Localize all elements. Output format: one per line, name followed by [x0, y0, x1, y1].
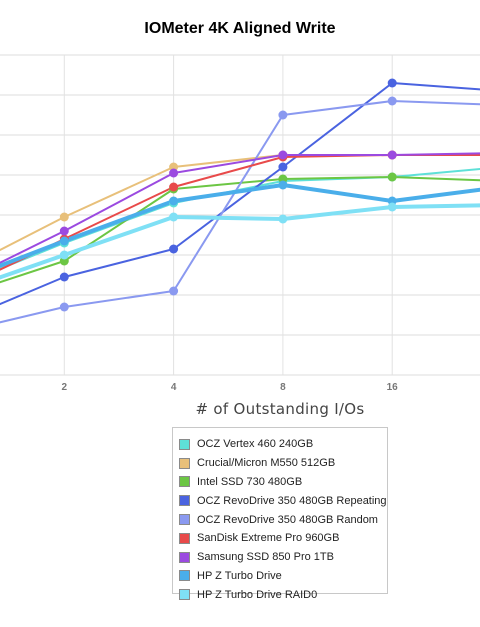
data-point: [278, 162, 288, 172]
legend-swatch: [179, 514, 190, 526]
legend-label: SanDisk Extreme Pro 960GB: [197, 532, 340, 545]
data-point: [278, 110, 288, 120]
legend-item: OCZ Vertex 460 240GB: [173, 435, 387, 454]
data-point: [169, 182, 179, 192]
series-line-4: [0, 82, 480, 306]
x-tick-label: 4: [171, 382, 177, 393]
legend-item: Crucial/Micron M550 512GB: [173, 454, 387, 473]
legend-swatch: [179, 589, 190, 601]
data-point: [387, 150, 397, 160]
series-line-3: [0, 176, 480, 284]
legend-swatch: [179, 495, 190, 507]
data-point: [169, 196, 179, 206]
data-point: [278, 150, 288, 160]
series-line-5: [0, 100, 480, 324]
series-points: [59, 78, 397, 312]
series-line-9: [0, 203, 480, 280]
legend-item: OCZ RevoDrive 350 480GB Repeating: [173, 491, 387, 510]
data-point: [278, 180, 288, 190]
data-point: [169, 286, 179, 296]
data-point: [169, 212, 179, 222]
legend-swatch: [179, 476, 190, 488]
legend-swatch: [179, 438, 190, 450]
legend-swatch: [179, 570, 190, 582]
legend-label: Samsung SSD 850 Pro 1TB: [197, 551, 334, 564]
data-point: [59, 212, 69, 222]
data-point: [59, 250, 69, 260]
data-point: [387, 96, 397, 106]
chart-title: IOMeter 4K Aligned Write: [144, 20, 336, 37]
x-tick-label: 8: [280, 382, 286, 393]
data-point: [387, 202, 397, 212]
data-point: [387, 172, 397, 182]
data-point: [278, 214, 288, 224]
data-point: [59, 272, 69, 282]
legend-swatch: [179, 532, 190, 544]
legend-item: Samsung SSD 850 Pro 1TB: [173, 548, 387, 567]
x-axis-label: # of Outstanding I/Os: [195, 400, 365, 418]
data-point: [169, 168, 179, 178]
legend-label: HP Z Turbo Drive RAID0: [197, 588, 318, 601]
legend: OCZ Vertex 460 240GB Crucial/Micron M550 …: [172, 427, 388, 601]
x-tick-label: 2: [62, 382, 68, 393]
series-lines: [0, 82, 480, 324]
legend-item: OCZ RevoDrive 350 480GB Random: [173, 510, 387, 529]
legend-label: OCZ RevoDrive 350 480GB Random: [197, 513, 378, 526]
legend-label: Intel SSD 730 480GB: [197, 475, 303, 488]
data-point: [169, 244, 179, 254]
legend-swatch: [179, 457, 190, 469]
x-tick-labels: 2 4 8 16: [62, 382, 399, 393]
x-tick-label: 16: [387, 382, 399, 393]
legend-label: OCZ Vertex 460 240GB: [197, 438, 314, 451]
legend-item: Intel SSD 730 480GB: [173, 473, 387, 492]
data-point: [59, 236, 69, 246]
data-point: [59, 226, 69, 236]
plot-area: 2 4 8 16: [0, 54, 480, 393]
legend-item: HP Z Turbo Drive: [173, 567, 387, 586]
legend-item: SanDisk Extreme Pro 960GB: [173, 529, 387, 548]
data-point: [59, 302, 69, 312]
legend-swatch: [179, 551, 190, 563]
legend-item: HP Z Turbo Drive RAID0: [173, 585, 387, 604]
series-line-7: [0, 152, 480, 264]
legend-label: HP Z Turbo Drive: [197, 569, 282, 582]
legend-label: Crucial/Micron M550 512GB: [197, 457, 336, 470]
legend-label: OCZ RevoDrive 350 480GB Repeating: [197, 494, 387, 507]
series-line-8: [0, 183, 480, 268]
data-point: [387, 78, 397, 88]
grid-lines: [0, 54, 480, 376]
